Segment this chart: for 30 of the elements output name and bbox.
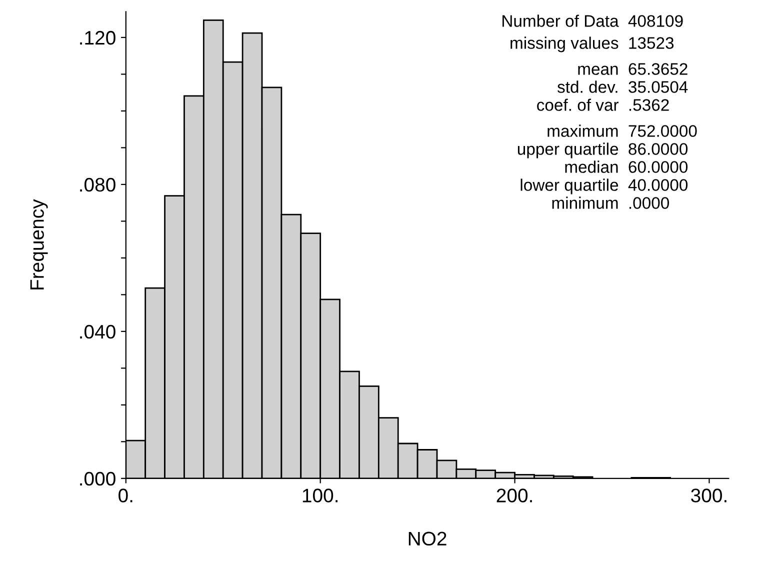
annotation: 408109 — [628, 15, 683, 27]
annotation: lower quartile — [520, 178, 618, 194]
annotation: 86.0000 — [628, 143, 688, 155]
annotation: coef. of var — [537, 98, 619, 111]
annotation: maximum — [548, 124, 618, 137]
y-tick-label: .000 — [80, 472, 116, 486]
annotation: std. dev. — [557, 80, 618, 93]
annotation: 13523 — [629, 37, 674, 49]
annotation: upper quartile — [518, 142, 618, 158]
x-axis-title: NO2 — [408, 532, 446, 546]
annotation: 40.0000 — [628, 179, 688, 191]
annotation: mean — [578, 66, 618, 75]
x-tick-label: 100. — [302, 488, 338, 502]
x-tick-label: 200. — [496, 488, 532, 502]
y-tick-label: .120 — [80, 30, 116, 45]
annotation: median — [565, 160, 618, 173]
y-tick-label: .080 — [80, 178, 116, 192]
annotation: Number of Data — [502, 14, 619, 27]
annotation: .5362 — [629, 99, 669, 111]
annotation: 35.0504 — [628, 81, 688, 93]
x-tick-label: 300. — [691, 488, 726, 502]
y-axis-title: Frequency — [30, 199, 48, 290]
annotation: 752.0000 — [628, 125, 697, 137]
annotation: missing values — [510, 36, 618, 52]
x-tick-label: 0. — [118, 488, 132, 502]
y-tick-label: .040 — [80, 324, 116, 339]
annotation: 65.3652 — [628, 63, 688, 75]
annotation: .0000 — [629, 197, 670, 209]
annotation: 60.0000 — [628, 161, 688, 173]
annotation: minimum — [552, 196, 618, 209]
